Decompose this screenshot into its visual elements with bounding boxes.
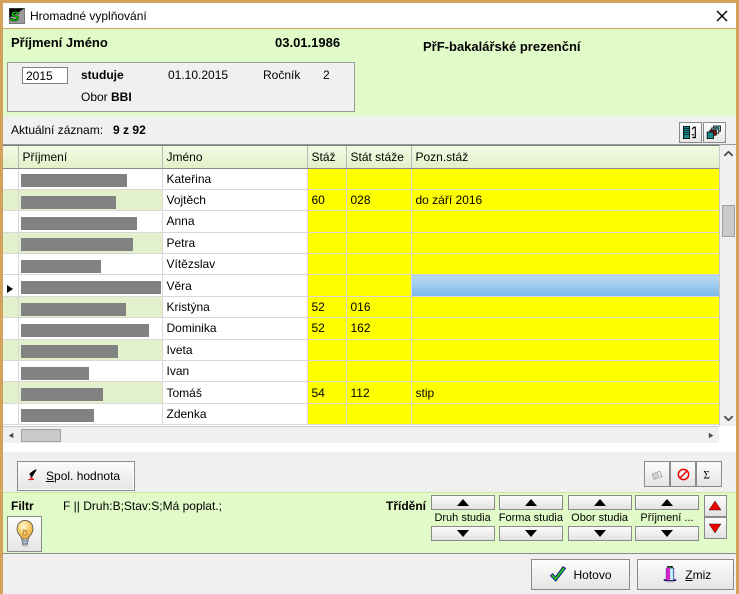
svg-text:S: S — [10, 8, 20, 24]
svg-text:Σ: Σ — [703, 469, 710, 481]
